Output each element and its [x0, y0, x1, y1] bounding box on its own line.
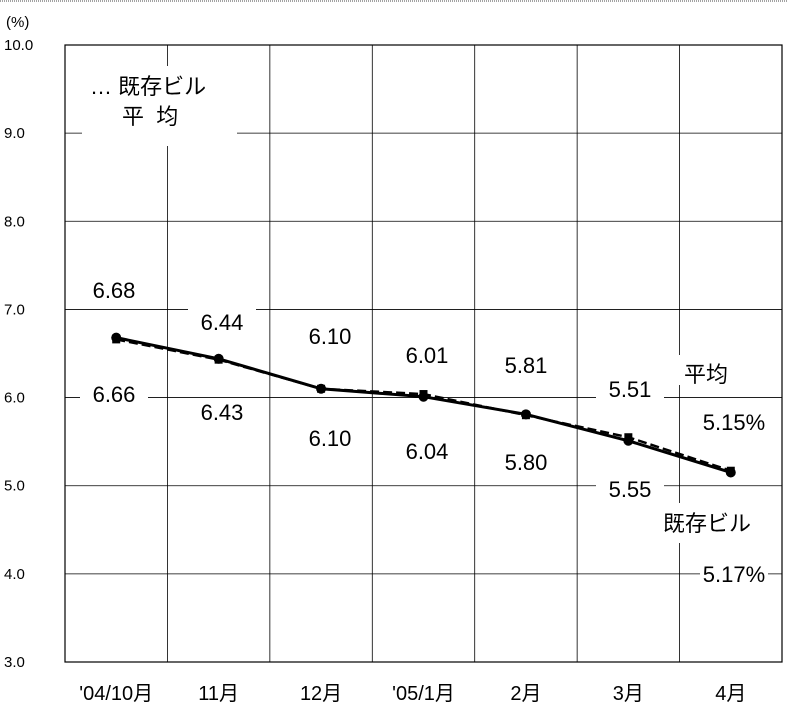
- value-label-existing: 5.15%: [703, 410, 765, 435]
- value-label-background: [700, 408, 768, 436]
- y-tick-label: 8.0: [4, 213, 25, 230]
- value-label-existing: 5.51: [609, 377, 652, 402]
- marker-average: [521, 411, 530, 420]
- x-tick-label: 4月: [715, 683, 746, 705]
- value-label-background: [296, 322, 364, 350]
- x-tick-label: 2月: [510, 683, 541, 705]
- y-unit-label: (%): [6, 14, 29, 31]
- x-tick-label: 3月: [613, 683, 644, 705]
- value-label-average: 6.66: [93, 382, 136, 407]
- x-tick-label: 11月: [198, 683, 239, 705]
- value-label-background: [492, 351, 560, 379]
- value-label-background: [700, 560, 768, 588]
- marker-average: [317, 384, 326, 393]
- value-label-existing: 6.68: [93, 278, 136, 303]
- label-background: [655, 355, 715, 385]
- y-tick-label: 7.0: [4, 301, 25, 318]
- y-tick-label: 10.0: [4, 37, 33, 54]
- marker-average: [214, 355, 223, 364]
- plot-frame: [64, 44, 783, 663]
- value-label-background: [296, 424, 364, 452]
- value-label-average: 6.10: [309, 426, 352, 451]
- value-label-background: [188, 398, 256, 426]
- value-label-background: [80, 276, 148, 304]
- marker-average: [112, 335, 121, 344]
- marker-average: [726, 466, 735, 475]
- legend-existing-building: … 既存ビル: [90, 74, 206, 99]
- y-tick-label: 6.0: [4, 390, 25, 407]
- x-tick-label: '05/1月: [392, 683, 455, 705]
- value-label-background: [596, 475, 664, 503]
- y-ticks: 3.0 4.0 5.0 6.0 7.0 8.0 9.0 10.0: [4, 37, 33, 671]
- value-label-average: 5.17%: [703, 562, 765, 587]
- y-tick-label: 5.0: [4, 478, 25, 495]
- x-ticks: '04/10月 11月 12月 '05/1月 2月 3月 4月: [79, 683, 746, 705]
- value-label-background: [393, 341, 461, 369]
- right-label-average: 平均: [684, 362, 728, 387]
- y-tick-label: 4.0: [4, 566, 25, 583]
- value-label-existing: 6.10: [309, 324, 352, 349]
- value-label-average: 6.04: [406, 439, 449, 464]
- y-tick-label: 3.0: [4, 654, 25, 671]
- value-label-background: [80, 380, 148, 408]
- value-label-background: [188, 308, 256, 336]
- value-label-background: [596, 375, 664, 403]
- value-label-existing: 5.81: [505, 353, 548, 378]
- value-label-average: 5.55: [609, 477, 652, 502]
- legend-average: 平 均: [122, 104, 178, 129]
- y-tick-label: 9.0: [4, 125, 25, 142]
- value-label-average: 6.43: [201, 400, 244, 425]
- marker-average: [419, 390, 428, 399]
- marker-average: [624, 433, 633, 442]
- value-label-existing: 6.44: [201, 310, 244, 335]
- value-label-background: [393, 437, 461, 465]
- grid-vertical: [167, 45, 680, 662]
- value-label-existing: 6.01: [406, 343, 449, 368]
- series-markers: [111, 332, 736, 478]
- value-label-background: [492, 448, 560, 476]
- label-backgrounds: [82, 66, 770, 543]
- right-label-existing-building: 既存ビル: [663, 511, 751, 536]
- x-tick-label: '04/10月: [79, 683, 153, 705]
- value-labels: 6.68 6.44 6.10 6.01 5.81 5.51 5.15% 6.66 6.43 6.1…: [80, 276, 768, 588]
- label-background: [640, 503, 770, 543]
- x-tick-label: 12月: [300, 683, 342, 705]
- label-background: [82, 66, 237, 146]
- value-label-average: 5.80: [505, 450, 548, 475]
